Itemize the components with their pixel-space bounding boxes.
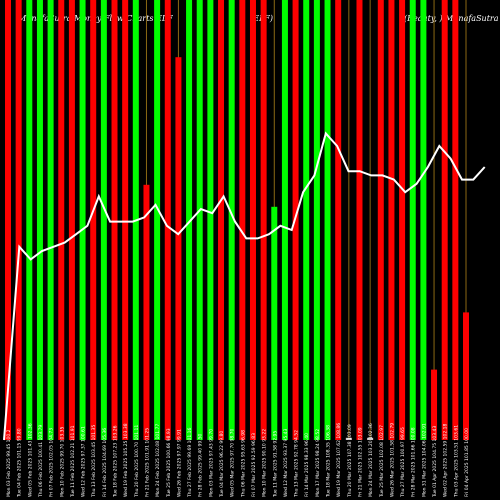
bar [164,0,171,440]
x-tick-label: Fri 07 Mar 2025 92.59 96.83 [251,433,257,497]
bar [175,57,182,440]
x-tick-label: Fri 07 Feb 2025 102.05 104.73 [49,428,55,497]
x-tick-label: Tue 18 Feb 2025 107.23 103.26 [113,425,119,498]
bar [122,0,129,440]
x-tick-label: Tue 18 Mar 2025 108.35 106.38 [326,425,332,498]
x-tick-label: Wed 02 Apr 2025 102.59 102.18 [443,423,449,497]
bar [5,0,11,440]
bar [271,206,278,440]
bar [377,0,384,440]
x-tick-label: Fri 14 Mar 2025 98.33 96.40 [304,433,310,497]
bar [239,0,246,440]
bar [47,0,54,440]
x-tick-label: Mon 10 Mar 2025 90.10 93.22 [262,429,268,497]
x-tick-label: Thu 20 Feb 2025 100.70 101.11 [134,425,140,498]
x-tick-label: Wed 19 Feb 2025 105.25 103.38 [123,423,129,497]
bar [100,0,107,440]
bar [324,0,331,440]
x-tick-label: Tue 25 Mar 2025 102.08 102.97 [379,425,385,498]
bar-series [5,0,469,440]
bar [431,369,438,440]
bar [335,0,342,440]
x-tick-label: Fri 04 Apr 2025 101.85 100.00 [464,428,470,497]
x-tick-label: Tue 11 Feb 2025 102.21 101.91 [70,425,76,498]
bar [260,0,267,440]
bar [452,0,459,440]
bar [249,0,256,440]
x-tick-label: Wed 12 Feb 2025 97.37 100.61 [81,426,87,497]
bar [218,0,225,440]
x-tick-label: Thu 06 Mar 2025 95.63 96.98 [240,430,246,498]
x-tick-label: Thu 06 Feb 2025 100.41 103.79 [38,425,44,498]
bar [441,0,448,440]
x-tick-label: Thu 03 Apr 2025 103.51 103.61 [453,425,459,498]
money-flow-line [3,131,486,441]
bar [409,0,416,440]
x-tick-label: Fri 28 Mar 2025 101.66 100.08 [411,427,417,497]
bar [463,312,469,440]
x-tick-label: Thu 13 Feb 2025 103.45 101.35 [91,425,97,498]
x-tick-label: Mon 24 Feb 2025 102.08 101.77 [155,424,161,497]
bar [36,0,43,440]
x-tick-label: Thu 27 Mar 2025 100.97 99.65 [400,427,406,498]
x-tick-label: Mon 03 Mar 2025 97.43 99.70 [208,429,214,497]
bar [154,0,161,440]
chart-title-right: (Beauty, ) MunafaSutra [404,14,499,23]
x-tick-label: Mon 17 Mar 2025 98.24 98.52 [315,429,321,497]
bar [58,0,65,440]
x-tick-label: Wed 19 Mar 2025 107.62 108.86 [336,423,342,497]
x-tick-label: Mon 03 Feb 2025 99.45 100.2 [6,429,12,497]
bar [281,0,288,440]
bar [111,0,118,440]
bar [79,0,86,440]
x-tick-label: Thu 20 Mar 2025 107.38 103.09 [347,424,353,498]
bar [356,0,363,440]
bar [90,0,97,440]
x-tick-label: Wed 26 Feb 2025 97.97 99.91 [176,429,182,497]
x-tick-label: Tue 04 Mar 2025 96.22 99.80 [219,431,225,498]
x-tick-label: Tue 04 Feb 2025 101.15 99.80 [17,428,23,498]
bar [196,0,203,440]
x-tick-label: Wed 26 Mar 2025 101.58 102.79 [389,423,395,497]
x-tick-label: Mon 31 Mar 2025 104.06 102.91 [421,423,427,497]
bar [26,0,33,440]
x-tick-labels: Mon 03 Feb 2025 99.45 100.2 Tue 04 Feb 20… [6,423,470,498]
bar [68,0,75,440]
x-tick-label: Wed 05 Feb 2025 101.43 102.36 [27,423,33,497]
x-tick-label: Mon 10 Feb 2025 99.70 103.35 [59,426,65,497]
bar [143,184,150,440]
x-tick-label: Fri 21 Mar 2025 102.55 103.09 [357,427,363,497]
x-tick-label: Tue 01 Apr 2025 104.75 103.43 [432,426,438,498]
bar [228,0,235,440]
bar [399,0,406,440]
bar [303,0,310,440]
x-tick-label: Tue 11 Mar 2025 91.58 92.95 [272,431,278,498]
bar [420,0,427,440]
x-tick-label: Fri 21 Feb 2025 101.91 101.25 [144,428,150,497]
bar [367,437,374,440]
bar [313,0,320,440]
bar [388,0,395,440]
x-tick-label: Tue 25 Feb 2025 100.66 98.93 [166,428,172,498]
bar [186,0,193,440]
x-tick-label: Fri 14 Feb 2025 104.69 105.36 [102,428,108,497]
x-tick-label: Wed 12 Mar 2025 93.37 95.43 [283,428,289,497]
x-tick-label: Fri 28 Feb 2025 99.40 99.50 [198,433,204,497]
x-tick-label: Thu 13 Mar 2025 92.78 94.52 [294,430,300,498]
x-tick-label: Mon 24 Mar 2025 103.20 102.36 [368,423,374,497]
bar [15,0,22,440]
x-tick-label: Wed 05 Mar 2025 97.70 98.70 [230,428,236,497]
x-tick-label: Thu 27 Feb 2025 99.69 101.16 [187,427,193,498]
bar [345,437,352,440]
bar [207,0,214,440]
